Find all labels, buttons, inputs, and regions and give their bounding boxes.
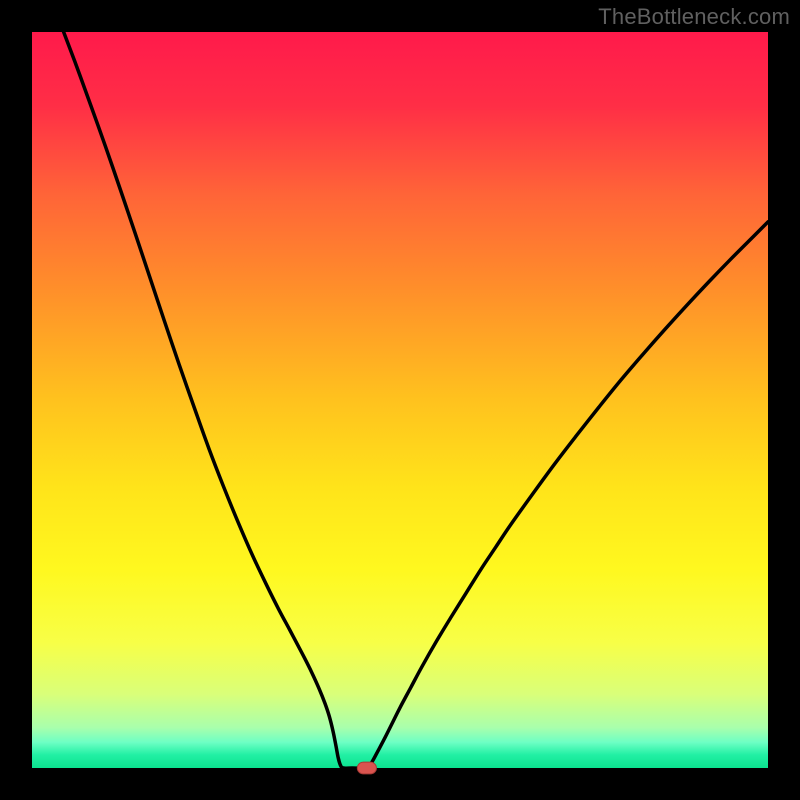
chart-container: TheBottleneck.com (0, 0, 800, 800)
bottleneck-chart (0, 0, 800, 800)
optimum-marker (357, 762, 376, 774)
watermark-text: TheBottleneck.com (598, 4, 790, 30)
plot-background (32, 32, 768, 768)
